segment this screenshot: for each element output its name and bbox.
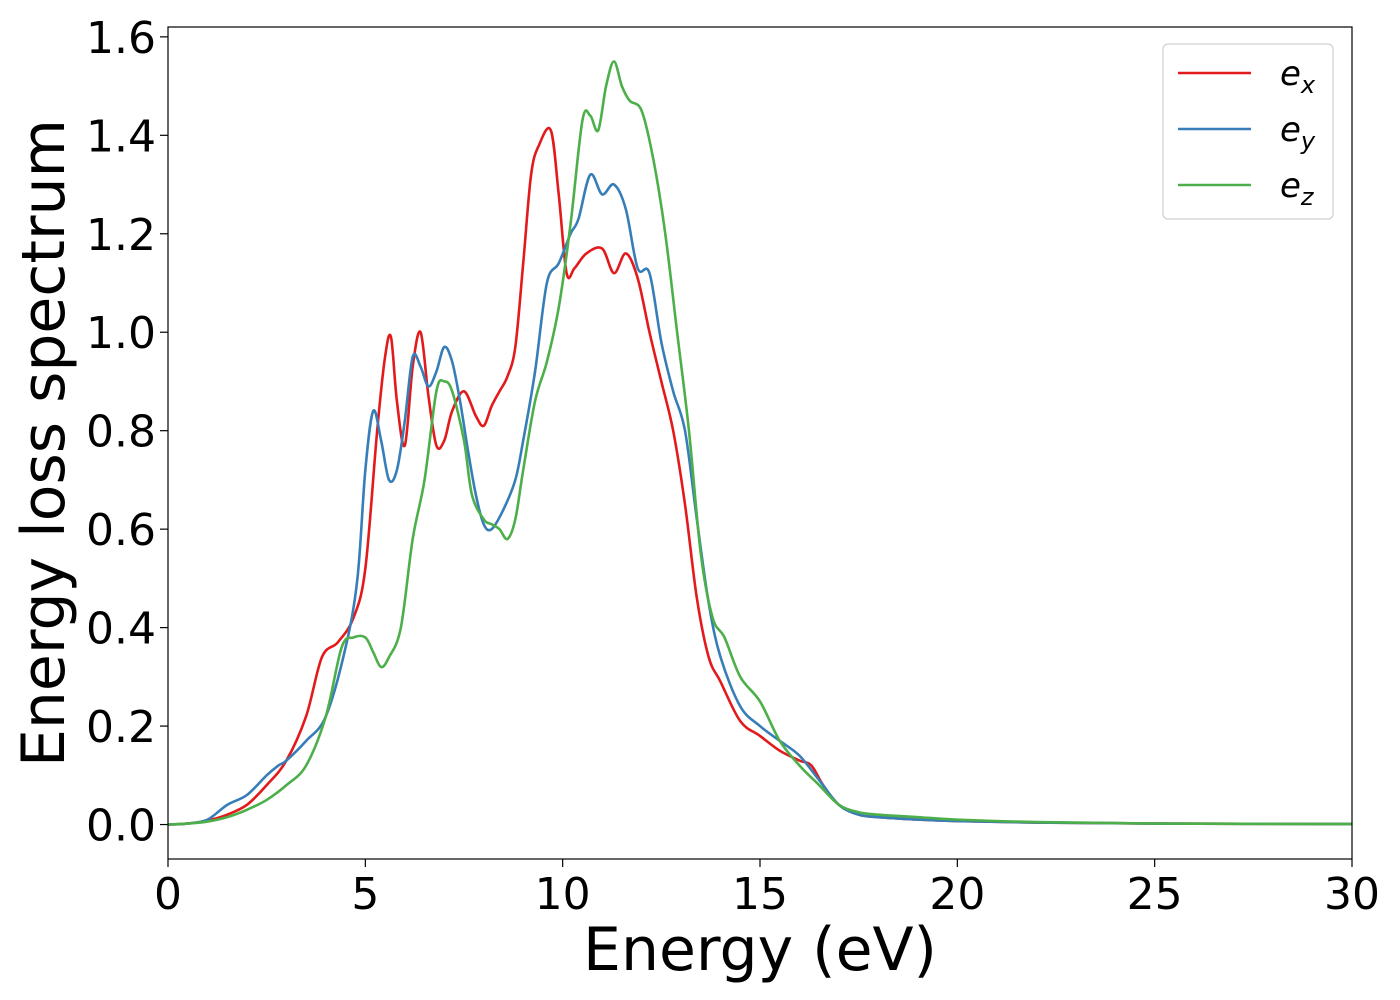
y-axis-title: Energy loss spectrum [9, 119, 79, 767]
legend: ex ey ez [1162, 43, 1334, 220]
y-tick-label: 1.0 [86, 308, 156, 359]
x-tick-label: 20 [929, 869, 985, 920]
x-tick-label: 30 [1324, 869, 1380, 920]
y-tick-label: 1.6 [86, 13, 156, 64]
x-tick-label: 0 [154, 869, 182, 920]
y-tick-label: 0.8 [86, 407, 156, 458]
legend-label-x: ex [1280, 54, 1316, 99]
series-line-z [167, 60, 1353, 826]
y-tick-label: 0.2 [86, 702, 156, 753]
y-tick-label: 0.6 [86, 505, 156, 556]
series-line-x [167, 126, 1353, 826]
x-tick-label: 25 [1127, 869, 1183, 920]
y-tick-label: 0.4 [86, 604, 156, 655]
legend-label-z: ez [1280, 166, 1315, 211]
series-lines [167, 60, 1353, 826]
y-axis-ticks: 0.0 0.2 0.4 0.6 0.8 1.0 1.2 1.4 1.6 [86, 13, 168, 852]
x-axis-title: Energy (eV) [583, 915, 937, 985]
series-line-y [167, 172, 1353, 826]
x-tick-label: 10 [535, 869, 591, 920]
legend-box [1162, 43, 1334, 220]
x-tick-label: 15 [732, 869, 788, 920]
y-tick-label: 1.4 [86, 111, 156, 162]
y-tick-label: 1.2 [86, 210, 156, 261]
x-tick-label: 5 [351, 869, 379, 920]
legend-label-y: ey [1280, 110, 1316, 155]
y-tick-label: 0.0 [86, 801, 156, 852]
x-axis-ticks: 0 5 10 15 20 25 30 [154, 859, 1380, 920]
